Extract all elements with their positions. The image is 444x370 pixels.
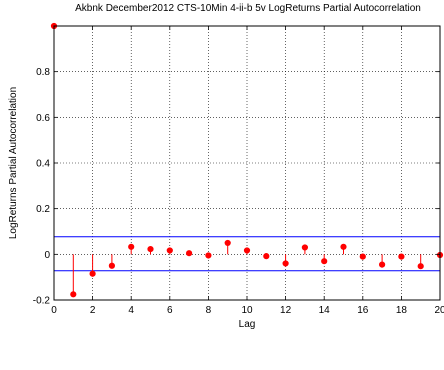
x-tick-label: 20 (434, 305, 444, 316)
x-tick-label: 2 (90, 305, 96, 316)
y-axis-label: LogReturns Partial Autocorrelation (8, 87, 19, 239)
stem-marker (186, 250, 193, 257)
stem-marker (398, 253, 405, 260)
stem-marker (359, 253, 366, 260)
stem-marker (243, 247, 251, 254)
stem-marker (205, 252, 212, 259)
x-tick-label: 18 (396, 305, 408, 316)
stem-marker (108, 262, 116, 269)
x-tick-label: 12 (280, 305, 292, 316)
stem-marker (417, 263, 424, 270)
stem-marker (282, 260, 289, 267)
confidence-bounds (54, 236, 440, 272)
x-tick-label: 10 (241, 305, 253, 316)
stem-marker (166, 247, 173, 254)
y-tick-label: 0.2 (36, 204, 50, 215)
chart-title: Akbnk December2012 CTS-10Min 4-ii-b 5v L… (75, 3, 421, 14)
stem-marker (379, 261, 386, 268)
y-tick-label: 0.6 (36, 113, 50, 124)
x-tick-label: 8 (206, 305, 212, 316)
y-tick-label: -0.2 (33, 296, 51, 307)
stem-marker (321, 258, 328, 265)
stem-marker (128, 243, 135, 250)
x-tick-label: 4 (128, 305, 134, 316)
x-axis-label: Lag (239, 319, 256, 330)
stem-marker (70, 291, 77, 298)
x-tick-label: 0 (51, 305, 57, 316)
x-tick-label: 14 (319, 305, 331, 316)
stem-marker (301, 244, 308, 251)
stem-marker (89, 270, 96, 277)
y-tick-label: 0 (44, 250, 50, 261)
y-tick-label: 0.8 (36, 67, 50, 78)
stem-marker (340, 243, 347, 250)
y-tick-label: 0.4 (36, 159, 50, 170)
x-tick-label: 6 (167, 305, 173, 316)
stem-marker (147, 245, 154, 253)
x-tick-label: 16 (357, 305, 369, 316)
stems (50, 22, 444, 298)
stem-marker (224, 239, 231, 247)
stem-marker (263, 253, 270, 260)
tick-labels: 0 2 4 6 8 10 12 14 16 18 20-0.200.20.40.60.8 (33, 26, 444, 316)
